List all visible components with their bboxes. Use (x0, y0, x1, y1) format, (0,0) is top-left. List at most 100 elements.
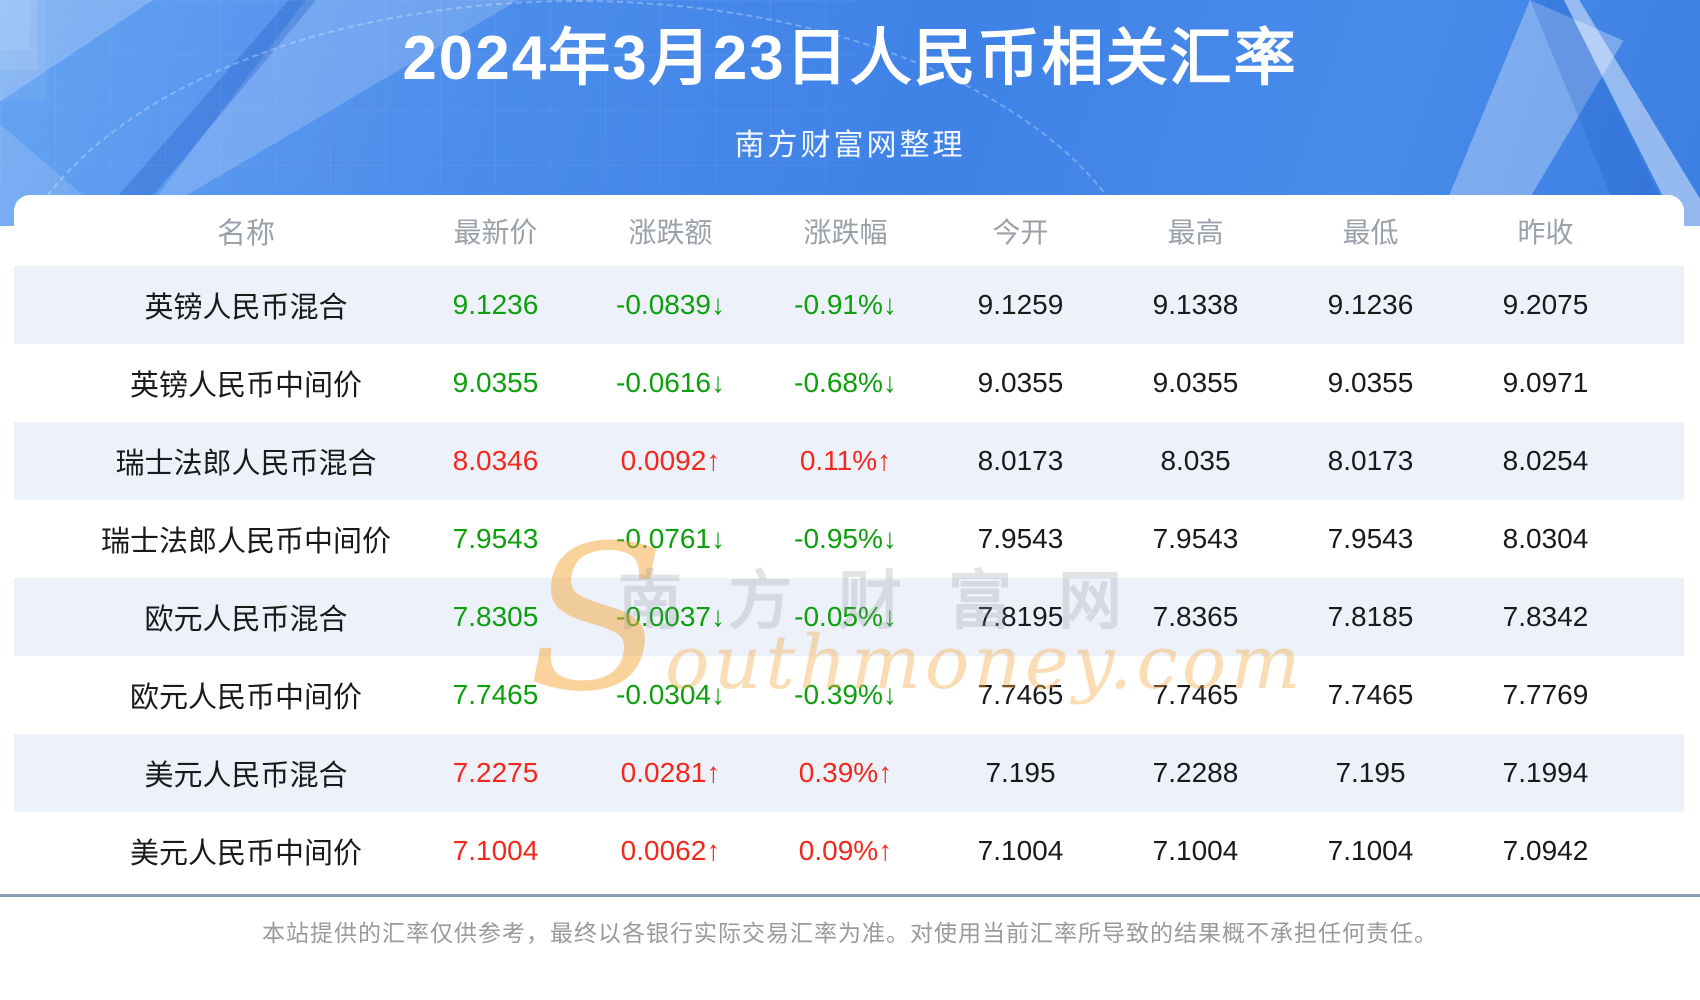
table-header-row: 名称 最新价 涨跌额 涨跌幅 今开 最高 最低 昨收 (14, 195, 1684, 266)
latest-price-cell: 8.0346 (452, 445, 539, 476)
column-header-pct: 涨跌幅 (803, 216, 888, 248)
open-cell: 9.0355 (977, 367, 1064, 398)
high-cell: 9.1338 (1152, 289, 1239, 320)
change-percent-cell: -0.91%↓ (794, 289, 897, 320)
change-amount-cell: 0.0281↑ (620, 757, 721, 788)
deco-chart-bar (0, 0, 38, 70)
currency-name-cell: 欧元人民币混合 (144, 604, 348, 636)
spacer-cell (1633, 656, 1684, 734)
low-cell: 9.0355 (1327, 367, 1414, 398)
table-row: 欧元人民币混合 7.8305 -0.0037↓ -0.05%↓ 7.8195 7.8365… (14, 578, 1684, 656)
currency-name-cell: 美元人民币混合 (144, 760, 348, 792)
low-cell: 7.8185 (1327, 601, 1414, 632)
prev-close-cell: 8.0254 (1502, 445, 1589, 476)
latest-price-cell: 9.0355 (452, 367, 539, 398)
page-subtitle: 南方财富网整理 (734, 129, 966, 162)
spacer-cell (1633, 812, 1684, 890)
open-cell: 7.195 (985, 757, 1056, 788)
table-row: 美元人民币混合 7.2275 0.0281↑ 0.39%↑ 7.195 7.2288 7.1… (14, 734, 1684, 812)
table-row: 英镑人民币中间价 9.0355 -0.0616↓ -0.68%↓ 9.0355 9.035… (14, 344, 1684, 422)
prev-close-cell: 9.0971 (1502, 367, 1589, 398)
currency-name-cell: 瑞士法郎人民币中间价 (100, 526, 391, 558)
column-header-change: 涨跌额 (628, 216, 713, 248)
low-cell: 7.1004 (1327, 835, 1414, 866)
prev-close-cell: 7.8342 (1502, 601, 1589, 632)
prev-close-cell: 7.7769 (1502, 679, 1589, 710)
table-row: 美元人民币中间价 7.1004 0.0062↑ 0.09%↑ 7.1004 7.1004 7… (14, 812, 1684, 890)
latest-price-cell: 7.7465 (452, 679, 539, 710)
exchange-rate-table: 名称 最新价 涨跌额 涨跌幅 今开 最高 最低 昨收 英镑人民币混合 9.1236… (14, 195, 1684, 890)
change-percent-cell: 0.11%↑ (799, 445, 892, 476)
prev-close-cell: 7.0942 (1502, 835, 1589, 866)
high-cell: 7.9543 (1152, 523, 1239, 554)
column-header-name: 名称 (216, 217, 275, 250)
change-amount-cell: 0.0092↑ (620, 445, 721, 476)
high-cell: 9.0355 (1152, 367, 1239, 398)
currency-name-cell: 英镑人民币混合 (144, 292, 348, 324)
open-cell: 9.1259 (977, 289, 1064, 320)
change-amount-cell: -0.0037↓ (616, 601, 725, 632)
low-cell: 9.1236 (1327, 289, 1414, 320)
high-cell: 7.8365 (1152, 601, 1239, 632)
high-cell: 7.7465 (1152, 679, 1239, 710)
spacer-cell (1633, 422, 1684, 500)
low-cell: 7.9543 (1327, 523, 1414, 554)
spacer-cell (1633, 734, 1684, 812)
deco-chart-bar (0, 0, 30, 50)
currency-name-cell: 英镑人民币中间价 (129, 370, 362, 402)
change-amount-cell: -0.0616↓ (616, 367, 725, 398)
footer-divider (0, 894, 1700, 897)
spacer-cell (1633, 500, 1684, 578)
column-header-latest: 最新价 (453, 216, 538, 248)
currency-name-cell: 瑞士法郎人民币混合 (115, 448, 377, 480)
open-cell: 7.1004 (977, 835, 1064, 866)
change-percent-cell: -0.68%↓ (794, 367, 897, 398)
disclaimer-text: 本站提供的汇率仅供参考，最终以各银行实际交易汇率为准。对使用当前汇率所导致的结果… (262, 920, 1438, 946)
open-cell: 8.0173 (977, 445, 1064, 476)
exchange-rate-card: 名称 最新价 涨跌额 涨跌幅 今开 最高 最低 昨收 英镑人民币混合 9.1236… (14, 195, 1684, 890)
table-row: 瑞士法郎人民币混合 8.0346 0.0092↑ 0.11%↑ 8.0173 8.035 8… (14, 422, 1684, 500)
latest-price-cell: 7.1004 (452, 835, 539, 866)
currency-name-cell: 欧元人民币中间价 (129, 682, 362, 714)
open-cell: 7.7465 (977, 679, 1064, 710)
latest-price-cell: 9.1236 (452, 289, 539, 320)
page-header: 2024年3月23日人民币相关汇率 南方财富网整理 (0, 0, 1700, 226)
high-cell: 7.2288 (1152, 757, 1239, 788)
column-header-high: 最高 (1167, 216, 1224, 248)
change-amount-cell: -0.0839↓ (616, 289, 725, 320)
low-cell: 8.0173 (1327, 445, 1414, 476)
low-cell: 7.7465 (1327, 679, 1414, 710)
latest-price-cell: 7.9543 (452, 523, 539, 554)
change-percent-cell: -0.05%↓ (794, 601, 897, 632)
deco-chart-bar (0, 0, 46, 100)
low-cell: 7.195 (1335, 757, 1406, 788)
prev-close-cell: 7.1994 (1502, 757, 1589, 788)
spacer-cell (1633, 344, 1684, 422)
change-amount-cell: 0.0062↑ (620, 835, 721, 866)
table-row: 欧元人民币中间价 7.7465 -0.0304↓ -0.39%↓ 7.7465 7.746… (14, 656, 1684, 734)
spacer-cell (1633, 578, 1684, 656)
change-amount-cell: -0.0761↓ (616, 523, 725, 554)
high-cell: 8.035 (1160, 445, 1231, 476)
currency-name-cell: 美元人民币中间价 (129, 838, 362, 870)
page-title: 2024年3月23日人民币相关汇率 (402, 24, 1298, 93)
column-header-spacer (1633, 195, 1684, 266)
latest-price-cell: 7.2275 (452, 757, 539, 788)
open-cell: 7.9543 (977, 523, 1064, 554)
change-amount-cell: -0.0304↓ (616, 679, 725, 710)
column-header-prev: 昨收 (1517, 216, 1574, 248)
column-header-open: 今开 (992, 216, 1049, 248)
table-row: 英镑人民币混合 9.1236 -0.0839↓ -0.91%↓ 9.1259 9.1338… (14, 266, 1684, 344)
change-percent-cell: -0.95%↓ (794, 523, 897, 554)
table-row: 瑞士法郎人民币中间价 7.9543 -0.0761↓ -0.95%↓ 7.9543 7.9… (14, 500, 1684, 578)
latest-price-cell: 7.8305 (452, 601, 539, 632)
change-percent-cell: -0.39%↓ (794, 679, 897, 710)
change-percent-cell: 0.09%↑ (798, 835, 893, 866)
prev-close-cell: 8.0304 (1502, 523, 1589, 554)
prev-close-cell: 9.2075 (1502, 289, 1589, 320)
exchange-table-body: 英镑人民币混合 9.1236 -0.0839↓ -0.91%↓ 9.1259 9.1338… (14, 266, 1684, 890)
change-percent-cell: 0.39%↑ (798, 757, 893, 788)
open-cell: 7.8195 (977, 601, 1064, 632)
high-cell: 7.1004 (1152, 835, 1239, 866)
spacer-cell (1633, 266, 1684, 344)
